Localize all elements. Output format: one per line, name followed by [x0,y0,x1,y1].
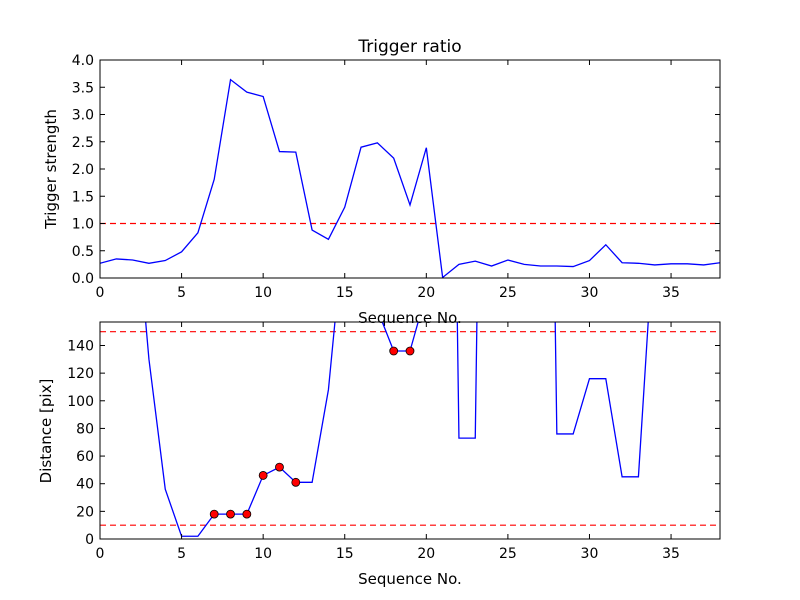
bottom-ytick-label-3: 60 [76,449,94,465]
bottom-chart-xlabel: Sequence No. [358,570,462,588]
bottom-marker-point-4 [275,462,284,472]
bottom-marker-point-7 [405,346,415,356]
bottom-ytick-label-0: 0 [85,532,94,548]
top-chart-ylabel: Trigger strength [42,109,60,230]
bottom-marker-point-6 [389,346,399,356]
top-xtick-label-7: 35 [662,285,680,301]
bottom-ytick-label-5: 100 [67,394,94,410]
plot-layer: 0 5 10 15 20 25 30 35 0.0 0.5 1.0 1.5 2.0 2.5 3.0 3.5 4.… [67,53,721,562]
bottom-series-line-3 [554,322,649,478]
bottom-xtick-label-7: 35 [662,546,680,562]
top-xtick-label-2: 10 [254,285,272,301]
bottom-xtick-label-6: 30 [581,546,599,562]
bottom-ytick-label-4: 80 [76,421,94,437]
bottom-series-line-2 [456,322,478,439]
bottom-xtick-label-1: 5 [177,546,186,562]
top-ytick-label-4: 2.0 [72,162,94,178]
bottom-marker-point-5 [291,477,301,487]
top-chart-xlabel: Sequence No. [358,309,462,327]
bottom-series-line-0 [145,322,336,537]
bottom-ytick-label-2: 40 [76,477,94,493]
top-ytick-label-1: 0.5 [72,244,94,260]
bottom-marker-point-2 [242,509,252,519]
top-xtick-label-3: 15 [336,285,354,301]
top-ytick-label-8: 4.0 [72,53,94,69]
top-xtick-label-5: 25 [499,285,517,301]
top-ytick-label-6: 3.0 [72,108,94,124]
top-xtick-label-0: 0 [96,285,105,301]
bottom-plot-area [100,322,720,537]
bottom-chart: 0 5 10 15 20 25 30 35 0 20 40 60 80 100 120 140 [67,321,721,562]
bottom-xtick-label-2: 10 [254,546,272,562]
bottom-axes-frame [99,321,721,540]
bottom-chart-ylabel: Distance [pix] [37,379,55,484]
top-series-line-0 [100,78,720,278]
top-ytick-label-0: 0.0 [72,271,94,287]
bottom-marker-point-1 [226,509,235,519]
top-chart: 0 5 10 15 20 25 30 35 0.0 0.5 1.0 1.5 2.0 2.5 3.0 3.5 4.… [72,53,721,301]
top-ytick-label-2: 1.0 [72,217,94,233]
bottom-series-line-1 [381,322,419,352]
bottom-ytick-label-7: 140 [67,338,94,354]
top-chart-title: Trigger ratio [357,37,461,57]
top-ytick-label-7: 3.5 [72,80,94,96]
bottom-xtick-label-0: 0 [96,546,105,562]
bottom-xtick-label-4: 20 [417,546,435,562]
top-xtick-label-1: 5 [177,285,186,301]
top-plot-area [100,78,720,278]
bottom-xtick-label-5: 25 [499,546,517,562]
bottom-ytick-label-6: 120 [67,366,94,382]
top-ytick-label-3: 1.5 [72,189,94,205]
bottom-xtick-label-3: 15 [336,546,354,562]
top-xtick-label-6: 30 [581,285,599,301]
top-ytick-label-5: 2.5 [72,135,94,151]
bottom-marker-point-3 [258,471,268,480]
bottom-marker-point-0 [209,509,219,519]
top-xtick-label-4: 20 [417,285,435,301]
bottom-ytick-label-1: 20 [76,504,94,520]
